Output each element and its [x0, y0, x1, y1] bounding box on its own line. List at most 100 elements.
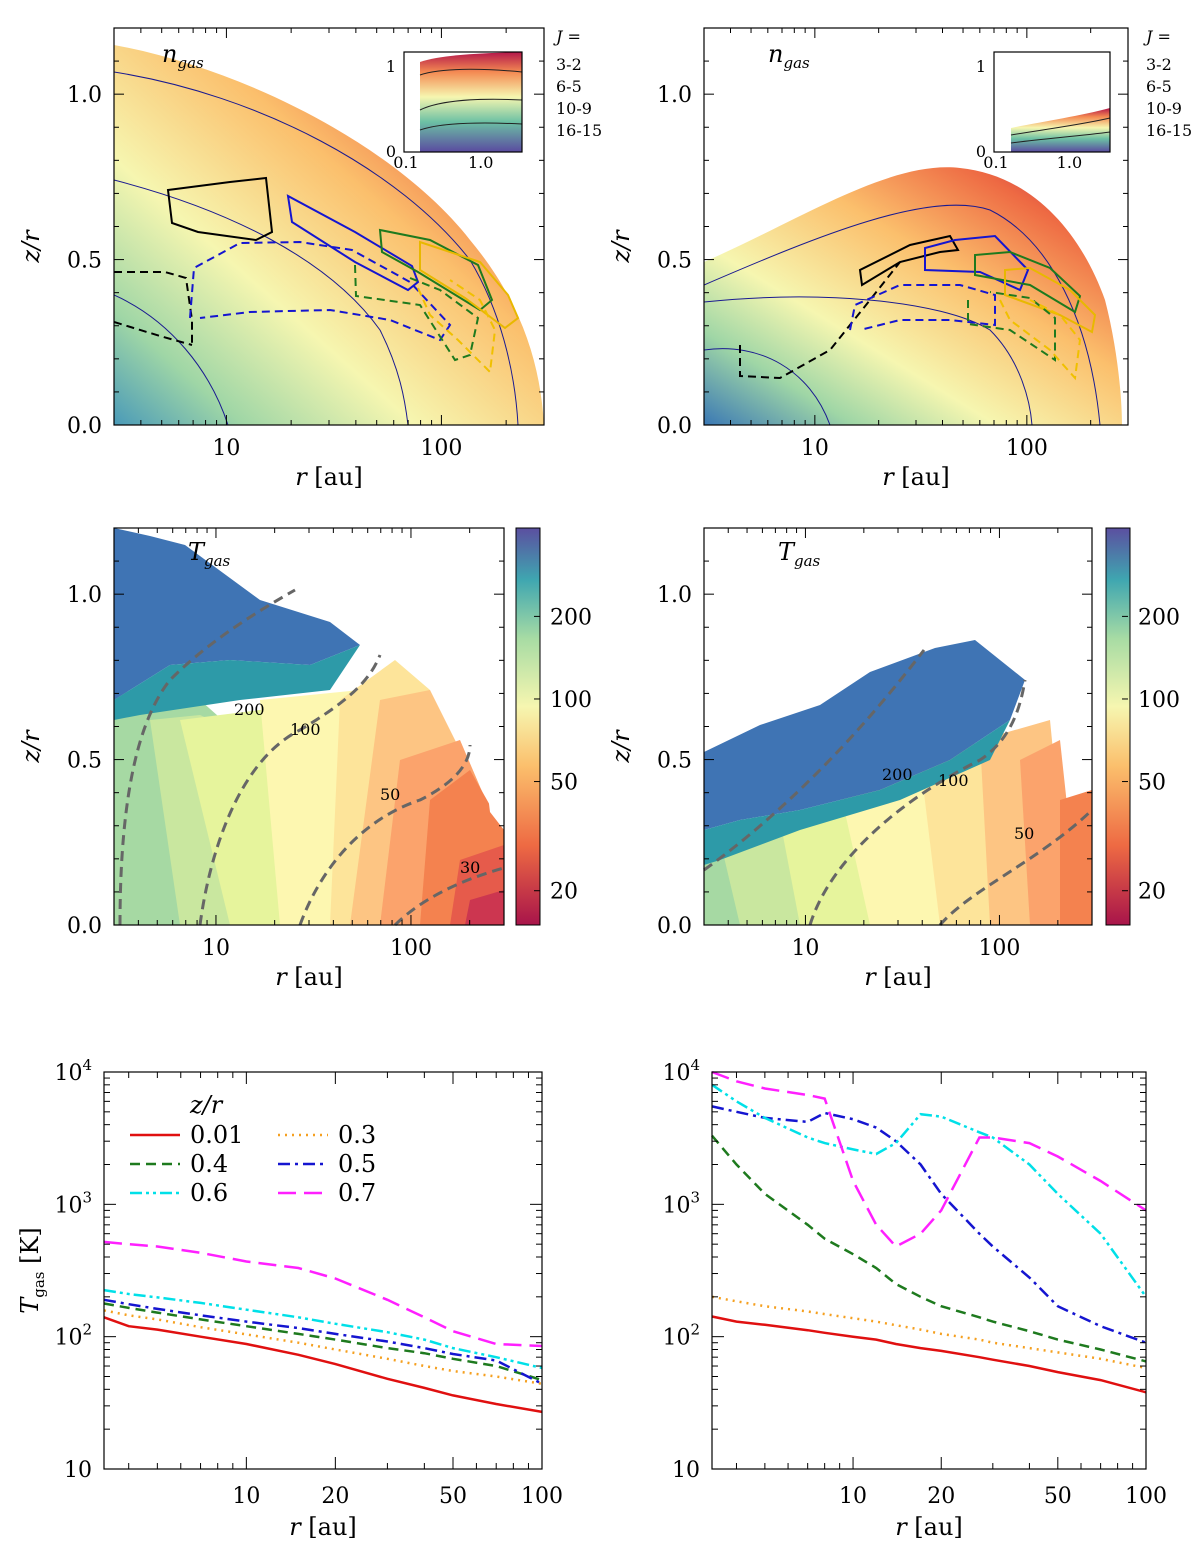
colorbar-tick-label: 100 — [550, 688, 592, 713]
legend-item-label: 6-5 — [1146, 77, 1172, 96]
legend-item-label: 0.7 — [338, 1179, 376, 1207]
inset-y-tick-label: 0 — [976, 142, 986, 161]
legend-item-label: 16-15 — [556, 121, 602, 140]
x-axis-label: r [au] — [882, 463, 950, 491]
density-contour — [114, 179, 409, 425]
x-tick-label: 100 — [1006, 436, 1048, 461]
inset-top-left — [403, 51, 523, 153]
panel-mid-right: 200 100 50 Tgas — [703, 527, 1131, 926]
y-tick-label: 0.5 — [657, 749, 692, 774]
legend-title: z/r — [189, 1091, 224, 1119]
y-tick-label: 10 — [672, 1458, 700, 1483]
colorbar-tick-label: 20 — [550, 880, 578, 905]
x-tick-label: 20 — [927, 1484, 955, 1509]
panel-label: ngas — [768, 40, 810, 72]
y-axis-label: Tgas [K] — [16, 1227, 48, 1314]
legend-title: J = — [553, 27, 581, 46]
line-contour-16-15-dashed — [739, 261, 901, 380]
y-tick-label: 1.0 — [67, 583, 102, 608]
panel-label: Tgas — [188, 538, 231, 570]
x-tick-label: 100 — [390, 936, 432, 961]
series-line-0_6 — [711, 1083, 1148, 1298]
line-contour-6-5-solid — [974, 250, 1082, 314]
transition-legend: J = 3-2 6-5 10-9 16-15 J = 3-2 6-5 10-9 16-15 — [553, 27, 1192, 140]
y-axis-label: z/r — [607, 729, 635, 764]
series-line-0_01 — [711, 1315, 1147, 1394]
series-line-0_7 — [103, 1240, 543, 1348]
y-tick-label: 1.0 — [657, 583, 692, 608]
x-tick-label: 100 — [1125, 1484, 1167, 1509]
legend-item-label: 16-15 — [1146, 121, 1192, 140]
colorbar-tick-label: 200 — [1138, 605, 1180, 630]
y-tick-label: 1.0 — [657, 83, 692, 108]
x-tick-label: 10 — [801, 436, 829, 461]
series-line-0_4 — [711, 1134, 1147, 1363]
line-contour-3-2-dashed — [999, 299, 1082, 381]
contour-label-100: 100 — [290, 720, 321, 739]
series-line-0_01 — [103, 1316, 543, 1414]
x-tick-label: 100 — [978, 936, 1020, 961]
colorbar-tick-label: 20 — [1138, 880, 1166, 905]
x-axis-label: r [au] — [275, 963, 343, 991]
series-line-0_6 — [103, 1288, 543, 1370]
plot-frame — [711, 1071, 1147, 1470]
y-tick-label: 104 — [54, 1056, 92, 1086]
y-tick-label: 1.0 — [67, 83, 102, 108]
density-map — [114, 45, 544, 425]
legend-title: J = — [1143, 27, 1171, 46]
contour-label-30: 30 — [460, 858, 480, 877]
inset-y-tick-label: 1 — [976, 57, 986, 76]
x-tick-label: 100 — [420, 436, 462, 461]
zr-legend: z/r0.01 0.3 0.4 0.5 0.6 0.7 — [130, 1091, 376, 1207]
density-contour — [704, 204, 1101, 425]
series-line-0_4 — [103, 1302, 543, 1382]
x-tick-label: 10 — [232, 1484, 260, 1509]
line-contour-6-5-dashed — [967, 291, 1056, 362]
x-axis-label: r [au] — [895, 1513, 963, 1541]
x-axis-label: r [au] — [295, 463, 363, 491]
panel-mid-left: 200 100 50 30 Tgas — [113, 527, 541, 927]
contour-label-200: 200 — [234, 700, 265, 719]
panel-label: ngas — [162, 40, 204, 72]
y-tick-label: 0.0 — [67, 414, 102, 439]
series-line-0_5 — [103, 1298, 543, 1385]
line-chart-left: 10 102 103 104 10 20 50 100 r [au] Tgas [K] — [16, 1056, 563, 1541]
legend-item-label: 0.3 — [338, 1121, 376, 1149]
legend-item-label: 0.6 — [190, 1179, 228, 1207]
line-contour-3-2-solid — [1004, 266, 1097, 334]
inset-top-right — [993, 51, 1111, 153]
contour-label-50: 50 — [380, 785, 400, 804]
density-contour — [704, 296, 1033, 425]
x-tick-label: 10 — [202, 936, 230, 961]
line-contour-6-5-solid — [378, 228, 494, 312]
legend-item-label: 10-9 — [1146, 99, 1182, 118]
x-tick-label: 50 — [439, 1484, 467, 1509]
legend-item-label: 0.4 — [190, 1150, 228, 1178]
y-tick-label: 0.0 — [657, 414, 692, 439]
y-axis-label: z/r — [17, 229, 45, 264]
series-line-0_7 — [711, 1070, 1147, 1249]
inset-x-tick-label: 1.0 — [468, 153, 493, 172]
inset-x-tick-label: 0.1 — [393, 153, 418, 172]
inset-y-tick-label: 0 — [386, 142, 396, 161]
x-tick-label: 50 — [1044, 1484, 1072, 1509]
legend-item-label: 3-2 — [556, 55, 582, 74]
panel-top-left: ngas — [113, 27, 545, 426]
y-tick-label: 104 — [662, 1056, 700, 1086]
series-line-0_3 — [711, 1295, 1147, 1370]
panel-label: Tgas — [778, 538, 821, 570]
x-tick-label: 10 — [839, 1484, 867, 1509]
x-axis-label: r [au] — [864, 963, 932, 991]
y-tick-label: 10 — [64, 1458, 92, 1483]
inset-x-tick-label: 0.1 — [983, 153, 1008, 172]
y-tick-label: 102 — [54, 1321, 92, 1351]
y-tick-label: 102 — [662, 1321, 700, 1351]
colorbar-tick-label: 50 — [550, 771, 578, 796]
legend-item-label: 0.5 — [338, 1150, 376, 1178]
line-chart-right: 10 102 103 104 10 20 50 100 r [au] — [662, 1056, 1167, 1541]
colorbar — [515, 527, 541, 926]
density-contour — [114, 294, 229, 425]
x-tick-label: 100 — [521, 1484, 563, 1509]
